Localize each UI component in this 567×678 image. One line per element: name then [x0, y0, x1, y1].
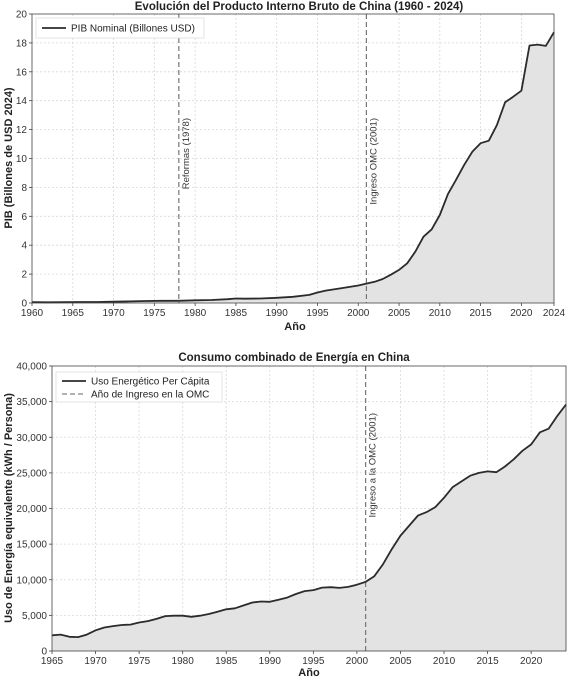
gdp-y-axis-label: PIB (Billones de USD 2024) [3, 87, 15, 229]
x-tick-label: 1980 [184, 308, 207, 319]
y-tick-label: 18 [16, 38, 28, 49]
y-tick-label: 5,000 [22, 611, 47, 622]
x-tick-label: 2024 [543, 308, 566, 319]
gdp-area [32, 32, 554, 303]
energy-x-ticks: 1965 1970 1975 1980 1985 1990 1995 2000 2005 2010… [41, 651, 543, 667]
y-tick-label: 6 [21, 212, 27, 223]
gdp-x-ticks: 1960 1965 1970 1975 1980 1985 1990 1995 2000 2005… [21, 303, 566, 319]
x-tick-label: 1990 [259, 656, 282, 667]
energy-y-axis-label: Uso de Energía equivalente (kWh / Person… [3, 393, 15, 623]
gdp-legend: PIB Nominal (Billones USD) [35, 17, 205, 39]
y-tick-label: 20,000 [16, 504, 47, 515]
series-line [51, 403, 567, 638]
gdp-line [31, 31, 555, 304]
energy-chart-title: Consumo combinado de Energía en China [178, 352, 410, 364]
y-tick-label: 0 [41, 647, 47, 658]
x-tick-label: 2005 [389, 656, 412, 667]
x-tick-label: 1965 [62, 308, 85, 319]
x-tick-label: 1980 [172, 656, 195, 667]
x-tick-label: 2000 [347, 308, 370, 319]
y-tick-label: 15,000 [16, 540, 47, 551]
gdp-legend-box [35, 17, 205, 39]
y-tick-label: 10 [16, 154, 28, 165]
y-tick-label: 35,000 [16, 397, 47, 408]
x-tick-label: 1995 [302, 656, 325, 667]
y-tick-label: 20 [16, 10, 28, 21]
x-tick-label: 2020 [510, 308, 533, 319]
y-tick-label: 0 [21, 299, 27, 310]
gdp-chart-title: Evolución del Producto Interno Bruto de … [135, 1, 464, 13]
x-tick-label: 2015 [469, 308, 492, 319]
energy-vlines: Ingreso a la OMC (2001) [365, 366, 379, 651]
annotation-label: Ingreso a la OMC (2001) [368, 413, 379, 518]
y-tick-label: 2 [21, 270, 27, 281]
x-tick-label: 2005 [388, 308, 411, 319]
y-tick-label: 14 [16, 96, 28, 107]
x-tick-label: 1960 [21, 308, 44, 319]
y-tick-label: 25,000 [16, 468, 47, 479]
x-tick-label: 1975 [143, 308, 166, 319]
x-tick-label: 1995 [306, 308, 329, 319]
energy-y-ticks: 0 5,000 10,000 15,000 20,000 25,000 30,000 35,0… [16, 362, 52, 658]
x-tick-label: 2020 [520, 656, 543, 667]
series-area-fill [52, 404, 566, 651]
gdp-legend-label: PIB Nominal (Billones USD) [71, 24, 195, 35]
y-tick-label: 12 [16, 125, 28, 136]
energy-line [51, 403, 567, 638]
series-area-fill [32, 32, 554, 303]
x-tick-label: 1965 [41, 656, 64, 667]
gdp-vlines: Reformas (1978) Ingreso OMC (2001) [178, 14, 379, 303]
y-tick-label: 4 [21, 241, 27, 252]
y-tick-label: 8 [21, 183, 27, 194]
energy-legend: Uso Energético Per Cápita Año de Ingreso… [55, 371, 223, 403]
energy-chart: Consumo combinado de Energía en China In… [3, 352, 567, 678]
y-tick-label: 10,000 [16, 575, 47, 586]
annotation-label: Reformas (1978) [181, 118, 192, 189]
y-tick-label: 30,000 [16, 433, 47, 444]
x-tick-label: 2010 [433, 656, 456, 667]
x-tick-label: 2015 [476, 656, 499, 667]
x-tick-label: 1985 [225, 308, 248, 319]
energy-legend-label-wto: Año de Ingreso en la OMC [91, 390, 209, 401]
energy-area [52, 404, 566, 651]
gdp-x-axis-label: Año [284, 321, 306, 333]
gdp-chart: Evolución del Producto Interno Bruto de … [3, 1, 566, 333]
energy-x-axis-label: Año [298, 667, 320, 678]
annotation-label: Ingreso OMC (2001) [368, 118, 379, 205]
y-tick-label: 40,000 [16, 362, 47, 373]
x-tick-label: 1985 [215, 656, 238, 667]
x-tick-label: 2000 [346, 656, 369, 667]
x-tick-label: 1975 [128, 656, 151, 667]
x-tick-label: 1970 [102, 308, 125, 319]
x-tick-label: 1990 [266, 308, 289, 319]
gdp-y-ticks: 0 2 4 6 8 10 12 14 16 18 20 [16, 10, 32, 310]
series-line [31, 31, 555, 304]
x-tick-label: 1970 [84, 656, 107, 667]
y-tick-label: 16 [16, 67, 28, 78]
energy-legend-label-usage: Uso Energético Per Cápita [91, 377, 210, 388]
x-tick-label: 2010 [429, 308, 452, 319]
energy-legend-box [55, 371, 223, 403]
